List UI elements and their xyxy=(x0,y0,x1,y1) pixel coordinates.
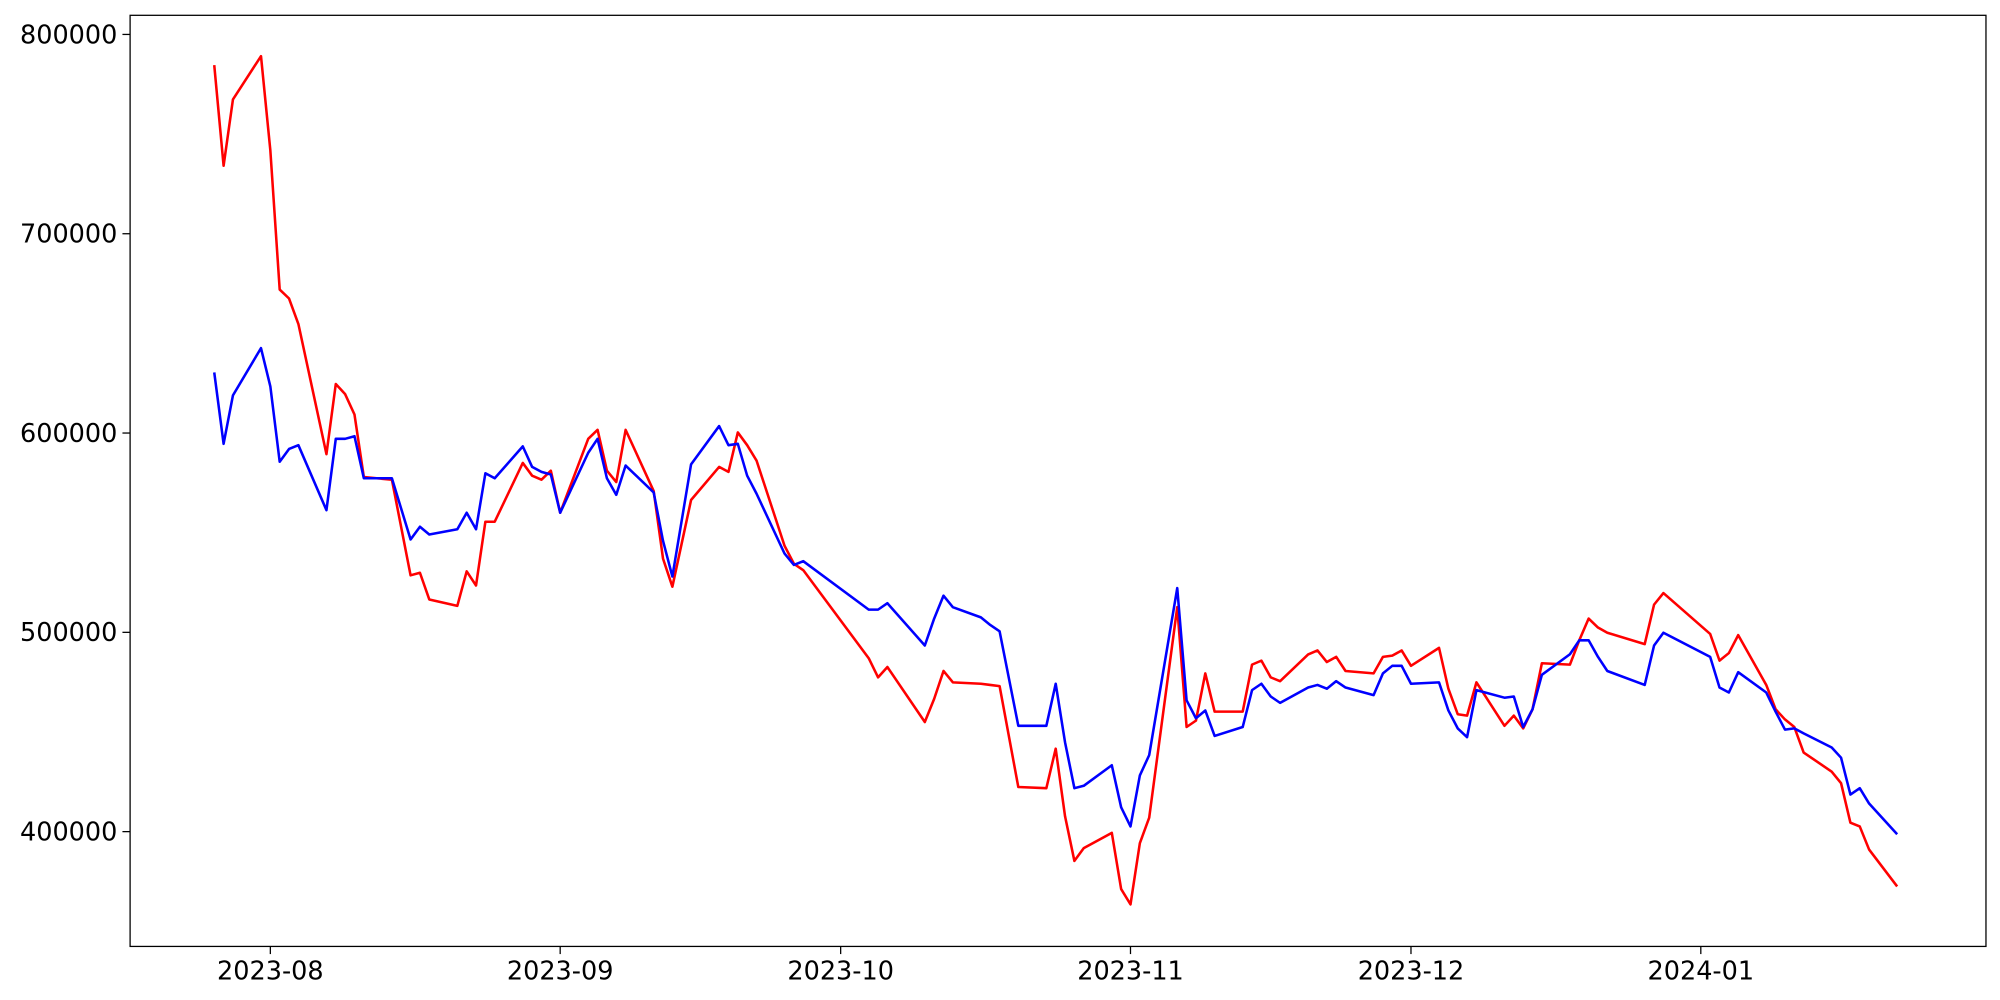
x-tick-label: 2023-09 xyxy=(507,957,614,987)
plot-frame xyxy=(129,14,1987,948)
y-tick-label: 800000 xyxy=(20,20,117,50)
series-line xyxy=(212,346,1899,836)
y-tick-label: 400000 xyxy=(20,818,117,848)
x-tick-label: 2024-01 xyxy=(1648,957,1755,987)
x-tick-label: 2023-11 xyxy=(1077,957,1184,987)
x-tick-label: 2023-10 xyxy=(787,957,894,987)
y-tick-label: 600000 xyxy=(20,419,117,449)
series-line xyxy=(212,54,1899,906)
x-tick-label: 2023-12 xyxy=(1358,957,1465,987)
y-tick-label: 700000 xyxy=(20,220,117,250)
y-tick-label: 500000 xyxy=(20,618,117,648)
x-tick-label: 2023-08 xyxy=(217,957,324,987)
